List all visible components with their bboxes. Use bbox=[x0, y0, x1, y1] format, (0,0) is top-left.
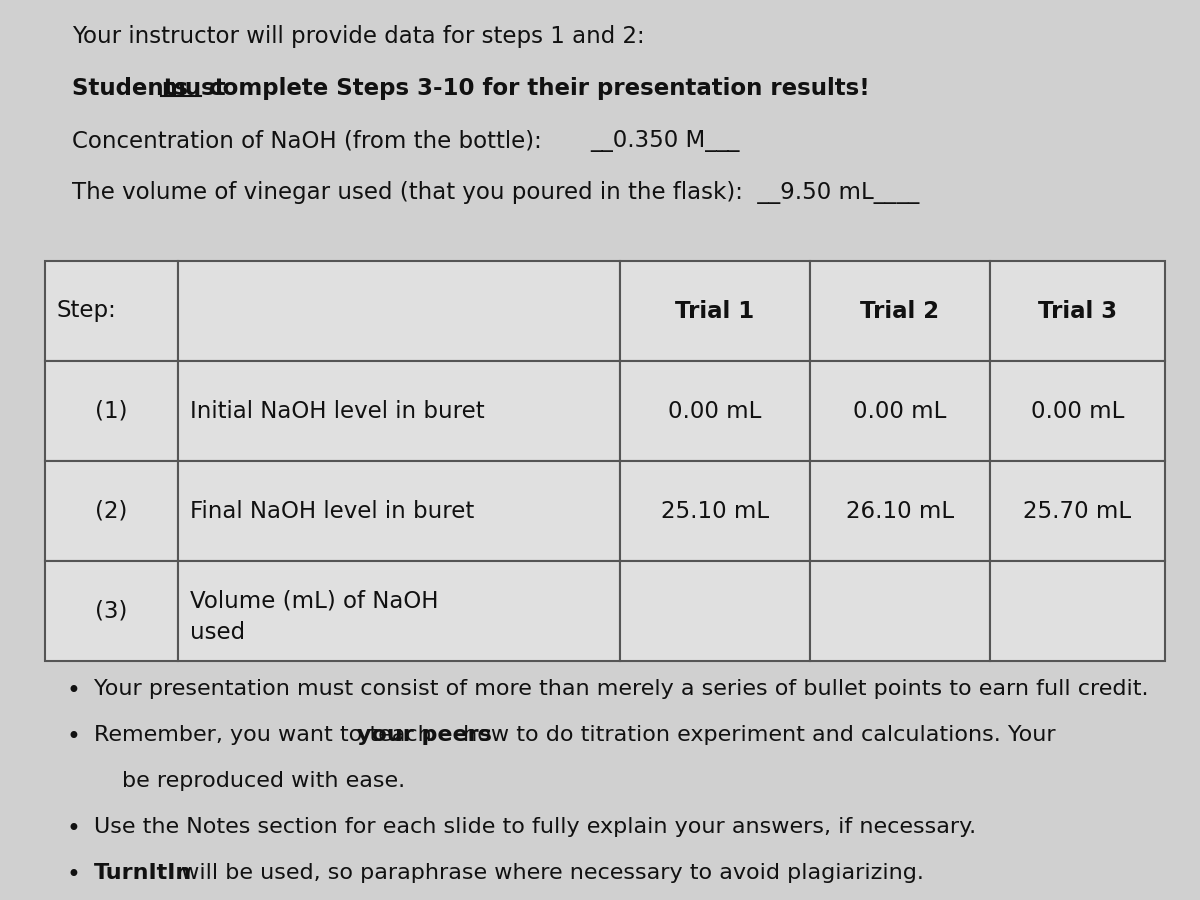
Text: Your instructor will provide data for steps 1 and 2:: Your instructor will provide data for st… bbox=[72, 25, 644, 48]
Text: •: • bbox=[67, 725, 80, 749]
Text: 0.00 mL: 0.00 mL bbox=[853, 400, 947, 422]
Text: Use the Notes section for each slide to fully explain your answers, if necessary: Use the Notes section for each slide to … bbox=[94, 817, 976, 837]
Text: Volume (mL) of NaOH: Volume (mL) of NaOH bbox=[190, 589, 438, 612]
Bar bbox=[990, 261, 1165, 361]
Bar bbox=[990, 361, 1165, 461]
Bar bbox=[810, 261, 990, 361]
Text: Final NaOH level in buret: Final NaOH level in buret bbox=[190, 500, 474, 523]
Text: The volume of vinegar used (that you poured in the flask):  __9.50 mL____: The volume of vinegar used (that you pou… bbox=[72, 181, 919, 204]
Text: Remember, you want to teach: Remember, you want to teach bbox=[94, 725, 439, 745]
Text: TurnItIn: TurnItIn bbox=[94, 863, 192, 883]
Text: 25.10 mL: 25.10 mL bbox=[661, 500, 769, 523]
Bar bbox=[810, 461, 990, 561]
Text: 26.10 mL: 26.10 mL bbox=[846, 500, 954, 523]
Text: __0.350 M___: __0.350 M___ bbox=[590, 129, 739, 152]
Bar bbox=[46, 361, 178, 461]
Text: •: • bbox=[67, 817, 80, 841]
Bar bbox=[46, 561, 178, 661]
Bar bbox=[990, 561, 1165, 661]
Text: Step:: Step: bbox=[58, 300, 116, 322]
Text: •: • bbox=[67, 679, 80, 703]
Text: Trial 1: Trial 1 bbox=[676, 300, 755, 322]
Text: will be used, so paraphrase where necessary to avoid plagiarizing.: will be used, so paraphrase where necess… bbox=[174, 863, 924, 883]
Text: be reproduced with ease.: be reproduced with ease. bbox=[122, 771, 406, 791]
Text: 0.00 mL: 0.00 mL bbox=[1031, 400, 1124, 422]
Text: 25.70 mL: 25.70 mL bbox=[1024, 500, 1132, 523]
Bar bbox=[810, 561, 990, 661]
Text: (2): (2) bbox=[95, 500, 127, 523]
Bar bbox=[178, 461, 620, 561]
Text: Trial 3: Trial 3 bbox=[1038, 300, 1117, 322]
Text: (1): (1) bbox=[95, 400, 127, 422]
Bar bbox=[178, 361, 620, 461]
Text: Students: Students bbox=[72, 77, 196, 100]
Bar bbox=[620, 261, 810, 361]
Text: used: used bbox=[190, 621, 245, 644]
Bar bbox=[46, 461, 178, 561]
Bar bbox=[178, 561, 620, 661]
Bar bbox=[620, 461, 810, 561]
Bar bbox=[810, 361, 990, 461]
Bar bbox=[990, 461, 1165, 561]
Bar bbox=[46, 261, 178, 361]
Text: Concentration of NaOH (from the bottle):: Concentration of NaOH (from the bottle): bbox=[72, 129, 541, 152]
Text: how to do titration experiment and calculations. Your: how to do titration experiment and calcu… bbox=[456, 725, 1056, 745]
Text: Trial 2: Trial 2 bbox=[860, 300, 940, 322]
Bar bbox=[620, 561, 810, 661]
Bar bbox=[620, 361, 810, 461]
Text: 0.00 mL: 0.00 mL bbox=[668, 400, 762, 422]
Text: complete Steps 3-10 for their presentation results!: complete Steps 3-10 for their presentati… bbox=[200, 77, 870, 100]
Text: Initial NaOH level in buret: Initial NaOH level in buret bbox=[190, 400, 485, 422]
Text: must: must bbox=[161, 77, 226, 100]
Bar bbox=[178, 261, 620, 361]
Text: •: • bbox=[67, 863, 80, 887]
Text: your peers: your peers bbox=[358, 725, 492, 745]
Text: (3): (3) bbox=[95, 599, 127, 623]
Text: Your presentation must consist of more than merely a series of bullet points to : Your presentation must consist of more t… bbox=[94, 679, 1148, 699]
